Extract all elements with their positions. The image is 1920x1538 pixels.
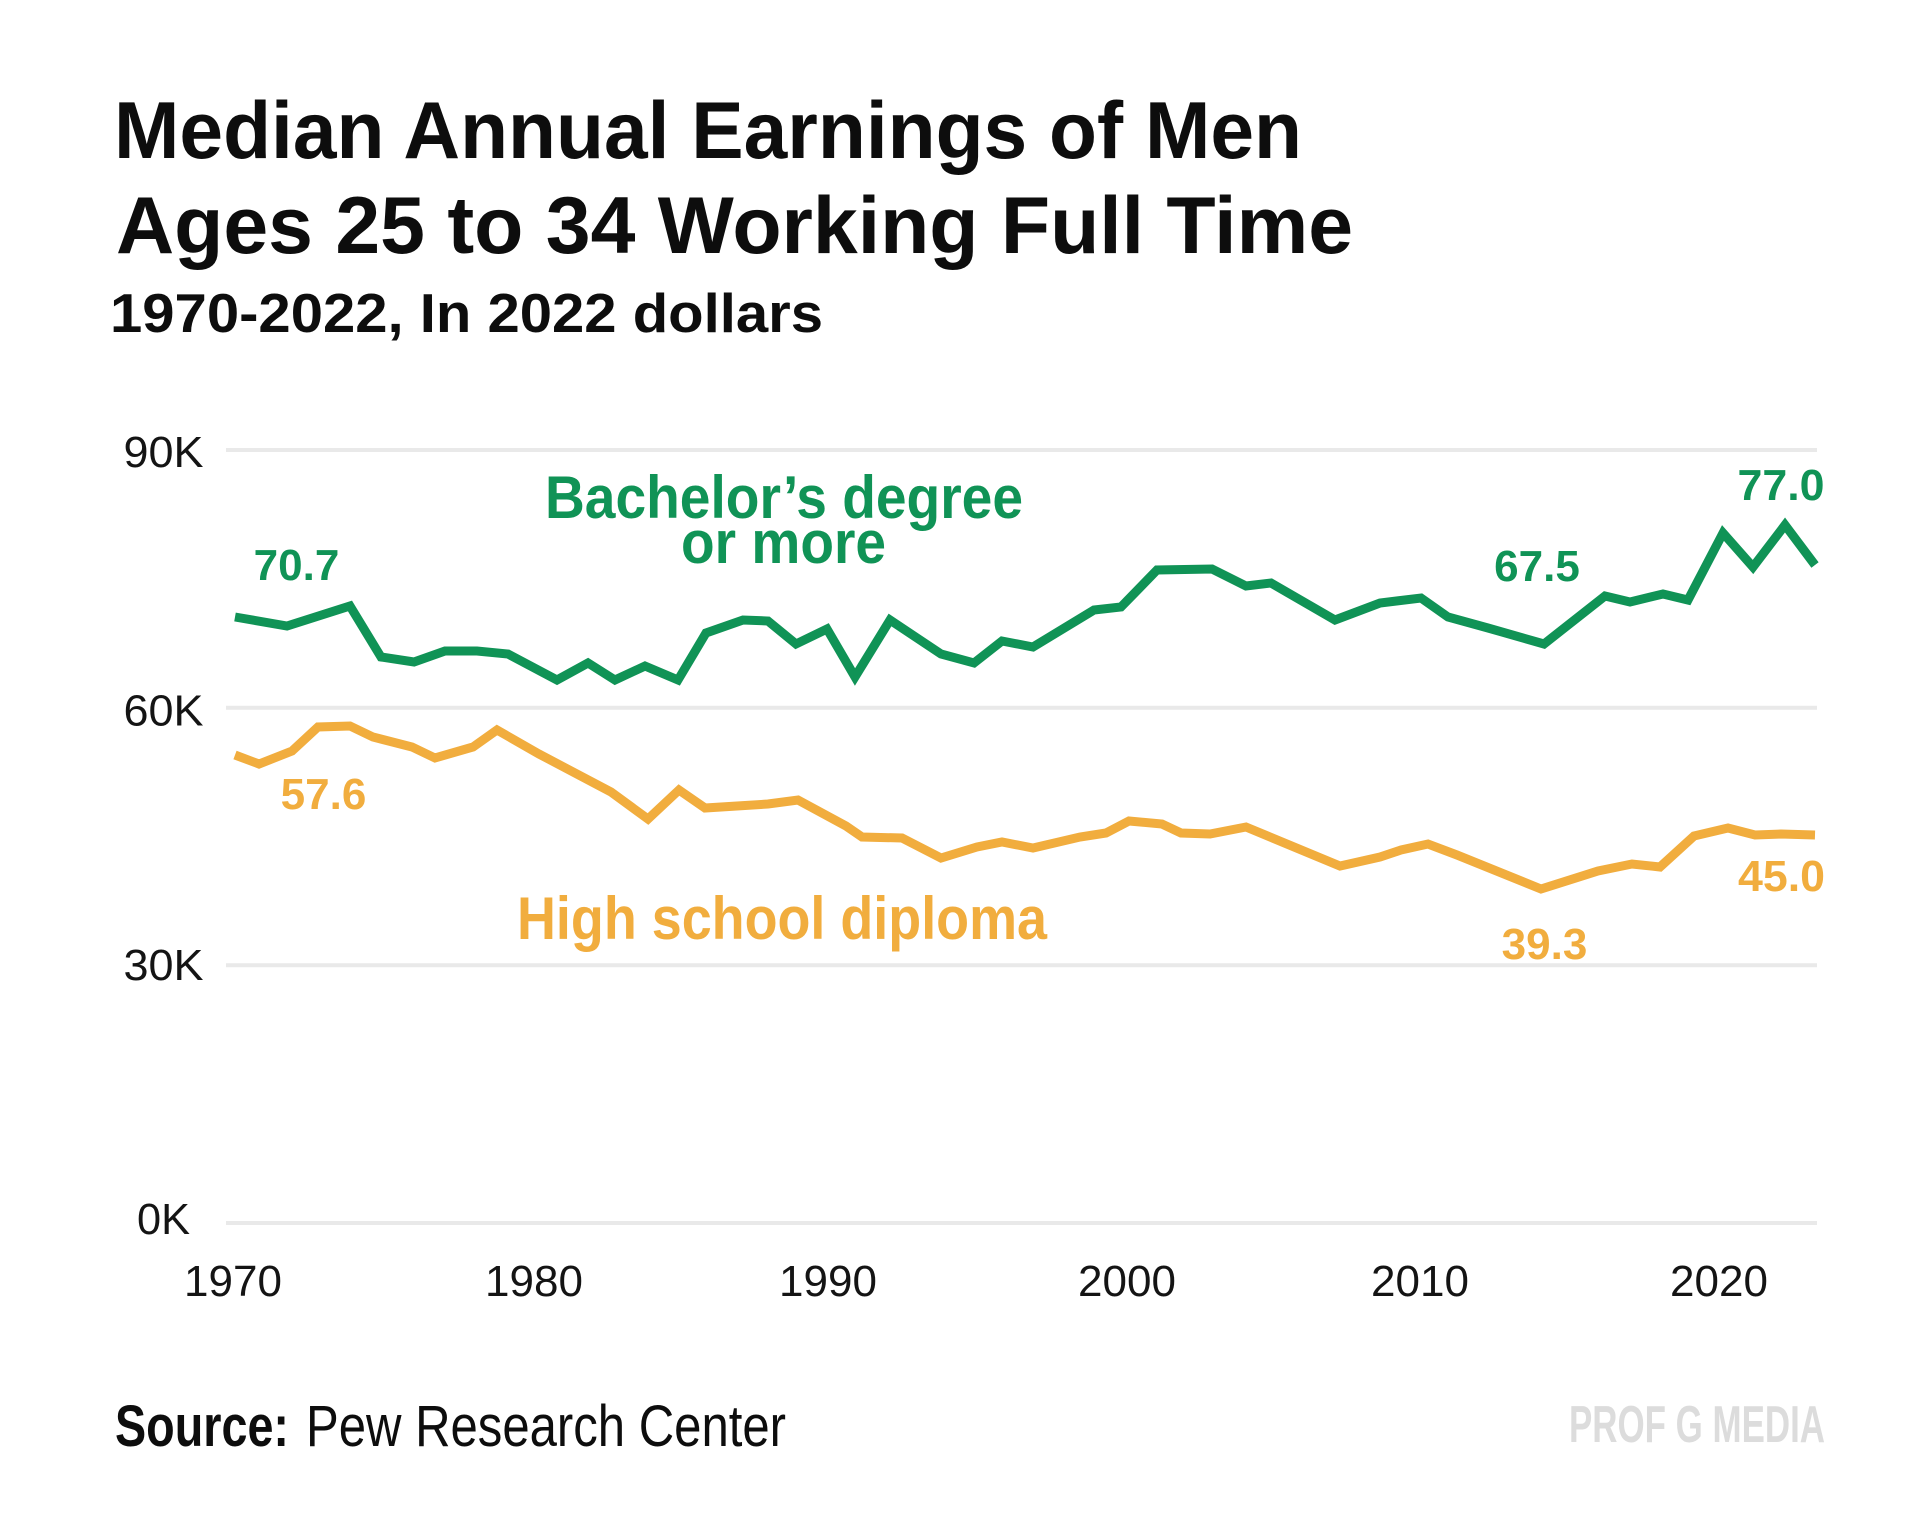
svg-text:High school diploma: High school diploma — [517, 885, 1048, 952]
svg-text:Source:: Source: — [115, 1394, 289, 1459]
svg-text:1990: 1990 — [779, 1257, 877, 1306]
svg-text:70.7: 70.7 — [254, 541, 340, 590]
svg-text:77.0: 77.0 — [1738, 461, 1825, 510]
svg-text:1970: 1970 — [184, 1257, 282, 1306]
svg-text:Ages 25 to 34 Working Full Tim: Ages 25 to 34 Working Full Time — [116, 181, 1353, 271]
svg-text:45.0: 45.0 — [1738, 852, 1825, 901]
svg-text:1970-2022, In 2022 dollars: 1970-2022, In 2022 dollars — [110, 282, 823, 344]
svg-text:2020: 2020 — [1670, 1257, 1768, 1306]
svg-text:90K: 90K — [124, 428, 204, 477]
svg-text:Bachelor’s degree: Bachelor’s degree — [545, 464, 1023, 531]
svg-text:Pew Research Center: Pew Research Center — [306, 1394, 786, 1459]
svg-text:PROF G MEDIA: PROF G MEDIA — [1569, 1396, 1825, 1454]
svg-text:or more: or more — [681, 509, 886, 576]
svg-text:2010: 2010 — [1371, 1257, 1469, 1306]
svg-text:57.6: 57.6 — [281, 770, 367, 819]
svg-text:30K: 30K — [124, 941, 204, 990]
svg-text:1980: 1980 — [485, 1257, 583, 1306]
svg-text:Median Annual Earnings of Men: Median Annual Earnings of Men — [114, 86, 1302, 176]
svg-text:60K: 60K — [124, 687, 204, 736]
svg-text:2000: 2000 — [1078, 1257, 1176, 1306]
svg-text:0K: 0K — [137, 1195, 190, 1244]
svg-text:39.3: 39.3 — [1502, 920, 1588, 969]
svg-text:67.5: 67.5 — [1494, 542, 1580, 591]
